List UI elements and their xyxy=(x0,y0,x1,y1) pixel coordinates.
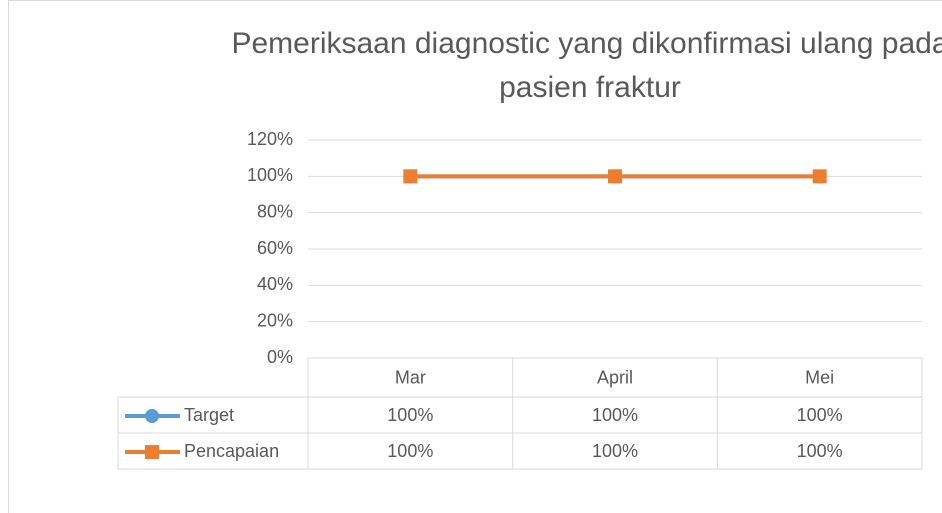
x-tick-label: Mei xyxy=(805,367,834,387)
value-label: 100% xyxy=(387,441,433,461)
value-label: 100% xyxy=(797,441,843,461)
data-point xyxy=(403,169,418,184)
legend-marker xyxy=(145,445,159,459)
chart-title: Pemeriksaan diagnostic yang dikonfirmasi… xyxy=(231,27,942,104)
y-tick-label: 0% xyxy=(267,347,293,367)
y-tick-label: 60% xyxy=(257,238,293,258)
data-point xyxy=(812,169,827,184)
y-tick-label: 120% xyxy=(247,129,293,149)
y-tick-label: 20% xyxy=(257,310,293,330)
value-label: 100% xyxy=(387,405,433,425)
y-tick-label: 40% xyxy=(257,274,293,294)
legend-label: Target xyxy=(184,405,234,425)
legend-marker xyxy=(145,409,159,423)
legend-label: Pencapaian xyxy=(184,441,279,461)
data-point xyxy=(608,169,622,184)
y-tick-label: 80% xyxy=(257,201,293,221)
x-tick-label: Mar xyxy=(395,367,426,387)
y-tick-label: 100% xyxy=(247,165,293,185)
x-tick-label: April xyxy=(597,367,633,387)
chart-border xyxy=(8,0,942,513)
value-label: 100% xyxy=(592,405,638,425)
value-label: 100% xyxy=(797,405,843,425)
value-label: 100% xyxy=(592,441,638,461)
